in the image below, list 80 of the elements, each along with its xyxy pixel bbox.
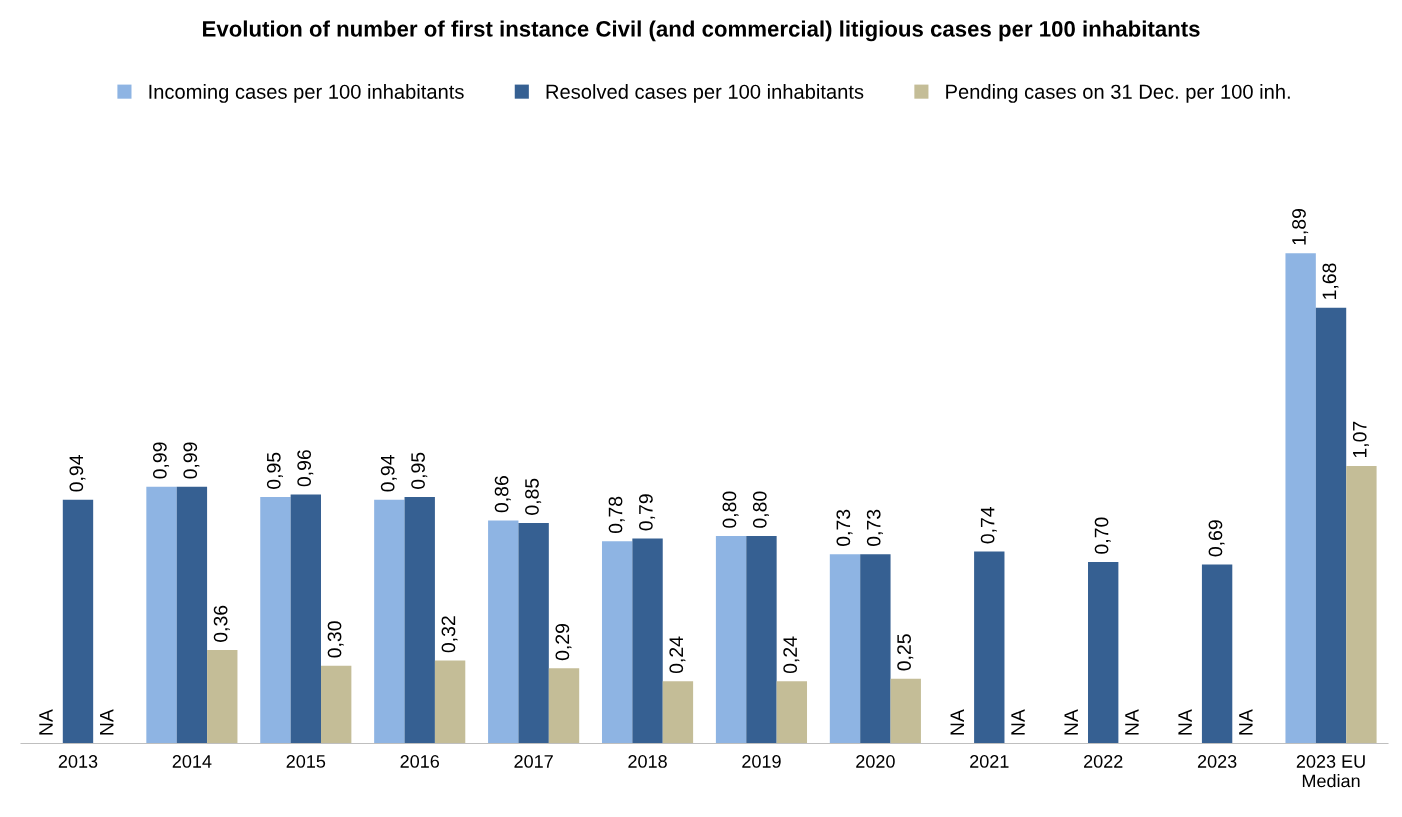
bar [1346, 465, 1377, 744]
data-label: 0,99 [152, 442, 170, 479]
data-label: 0,24 [669, 636, 686, 674]
x-tick-label: 2023 EU Median [1296, 755, 1365, 788]
data-label: 1,68 [1322, 263, 1339, 299]
data-label: 0,96 [297, 450, 314, 487]
x-tick-label: 2020 [856, 755, 895, 768]
legend-label: Incoming cases per 100 inhabitants [149, 84, 464, 103]
bar [1285, 253, 1316, 744]
text: NA [39, 709, 53, 735]
bar [176, 486, 208, 744]
bar [62, 499, 94, 744]
text: NA [1011, 709, 1025, 735]
x-tick-label: 2017 [514, 755, 553, 768]
bar [518, 523, 549, 744]
bar [890, 678, 921, 744]
bar [1201, 564, 1233, 744]
bar [715, 535, 747, 744]
data-label: 0,70 [1094, 517, 1111, 554]
bar [860, 554, 891, 744]
text: NA [1239, 709, 1253, 735]
data-label: 0,99 [183, 442, 200, 479]
text: NA [1064, 709, 1078, 735]
x-tick-label: 2019 [742, 755, 781, 768]
data-label: 0,80 [722, 491, 739, 528]
data-label: 0,85 [525, 478, 542, 515]
bar [632, 538, 663, 744]
x-tick-label: 2023 [1197, 755, 1237, 768]
bar [321, 665, 352, 744]
bar [548, 668, 580, 744]
data-label: 0,36 [213, 605, 230, 642]
data-label: 0,73 [866, 509, 883, 547]
legend-label: Resolved cases per 100 inhabitants [546, 84, 864, 103]
data-label: 0,32 [441, 616, 458, 653]
bar [374, 499, 405, 744]
bar [746, 535, 777, 744]
data-label: 0,78 [608, 496, 625, 534]
legend-label: Pending cases on 31 Dec. per 100 inh. [946, 84, 1290, 103]
x-tick-label: 2014 [172, 755, 212, 768]
data-label: 0,86 [494, 476, 511, 513]
data-label: 0,73 [836, 509, 853, 547]
bar [434, 660, 466, 744]
chart-title: Evolution of number of first instance Civil (and commercial) litigious cases per 100 inhabitants [203, 20, 1200, 42]
text: NA [1178, 709, 1192, 735]
bar [776, 681, 808, 744]
data-label: 0,30 [327, 621, 344, 658]
data-label: 0,25 [897, 634, 914, 671]
bar [290, 494, 321, 744]
data-label: 1,89 [1292, 208, 1309, 245]
data-label: 0,95 [411, 452, 428, 489]
bar [829, 554, 861, 744]
x-tick-label: 2021 [970, 755, 1009, 768]
data-label: 0,95 [266, 452, 283, 489]
data-label: 0,24 [783, 636, 800, 674]
bar [974, 551, 1005, 744]
x-tick-label: 2018 [628, 755, 667, 768]
text: NA [100, 709, 114, 735]
bar [488, 520, 519, 744]
data-label: 1,07 [1352, 421, 1369, 458]
bar [662, 681, 694, 744]
text: NA [1125, 709, 1139, 735]
x-tick-label: 2013 [58, 755, 98, 768]
bar [146, 486, 177, 744]
bar [260, 497, 291, 744]
data-label: 0,80 [752, 491, 769, 528]
x-tick-label: 2015 [286, 755, 326, 768]
x-tick-label: 2022 [1084, 755, 1123, 768]
bar [404, 497, 435, 744]
data-label: 0,29 [555, 623, 572, 661]
data-label: 0,94 [380, 455, 397, 492]
bar [1088, 561, 1119, 744]
text: NA [950, 709, 964, 735]
bar [601, 541, 633, 744]
bar [1315, 307, 1347, 744]
data-label: 0,79 [639, 494, 656, 531]
x-tick-label: 2016 [400, 755, 440, 768]
data-label: 0,94 [69, 455, 86, 492]
data-label: 0,69 [1208, 520, 1225, 557]
bar [207, 650, 238, 744]
data-label: 0,74 [980, 506, 997, 544]
